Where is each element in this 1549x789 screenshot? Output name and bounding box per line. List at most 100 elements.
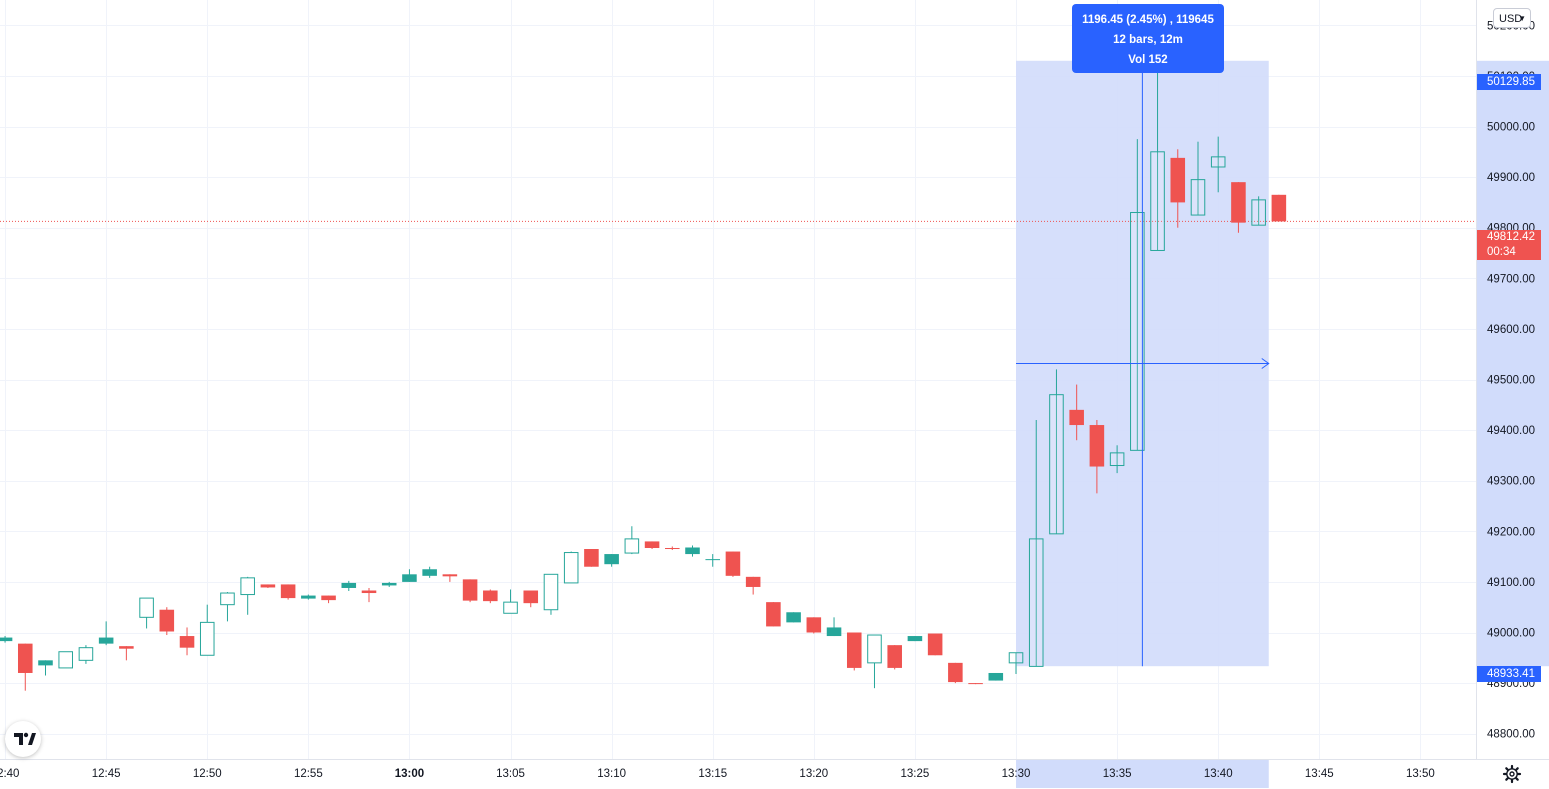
time-tick-label: 13:20 xyxy=(799,768,828,780)
measure-arrowhead-right xyxy=(1261,358,1270,369)
candle-body-up xyxy=(604,554,619,565)
candle-body-down xyxy=(1271,194,1287,222)
candle-body-down xyxy=(523,590,539,604)
time-tick-label: 12:55 xyxy=(294,768,323,780)
candle-body-down xyxy=(119,646,134,649)
measure-volume: Vol 152 xyxy=(1128,54,1168,66)
time-tick-label: 13:05 xyxy=(496,768,525,780)
time-tick-label: 13:00 xyxy=(395,768,424,780)
gear-icon[interactable] xyxy=(1502,764,1522,784)
candle-body-up xyxy=(422,569,437,576)
time-tick-label: 12:50 xyxy=(193,768,222,780)
candle-body-down xyxy=(644,541,660,548)
tradingview-logo-icon[interactable] xyxy=(5,721,41,757)
price-tick-label: 49300.00 xyxy=(1487,476,1535,488)
time-axis[interactable]: 12:40 12:45 12:50 12:55 13:00 13:05 13:10 13:15… xyxy=(0,768,1435,780)
price-tick-label: 49400.00 xyxy=(1487,425,1535,437)
candle-body-down xyxy=(968,683,983,685)
time-tick-label: 13:45 xyxy=(1305,768,1334,780)
candle-body-down xyxy=(1069,409,1084,426)
candle-body-down xyxy=(766,602,781,627)
candle-body-up xyxy=(1049,394,1064,535)
candle-body-up xyxy=(867,634,882,664)
candle-body-up xyxy=(786,612,801,623)
candle-body-up xyxy=(58,651,73,669)
time-tick-label: 13:30 xyxy=(1002,768,1031,780)
candle-body-up xyxy=(341,582,357,588)
price-tick-label: 49000.00 xyxy=(1487,628,1535,640)
candle-body-up xyxy=(543,573,559,611)
candle-body-up xyxy=(38,660,53,666)
candle-body-down xyxy=(846,632,862,668)
price-tick-label: 49200.00 xyxy=(1487,526,1535,538)
candle-body-down xyxy=(179,636,195,648)
candle-body-down xyxy=(1231,182,1246,223)
candle-body-up xyxy=(1150,151,1165,251)
candle-body-down xyxy=(665,547,680,550)
candle-body-up xyxy=(402,574,417,582)
candle-body-down xyxy=(442,574,458,577)
measure-change: 1196.45 (2.45%) , 119645 xyxy=(1082,14,1214,26)
candle-body-down xyxy=(584,549,599,567)
currency-label: USD xyxy=(1499,13,1523,25)
measure-bars: 12 bars, 12m xyxy=(1113,34,1183,46)
range-high-price-tag: 50129.85 xyxy=(1477,74,1541,90)
candle-body-down xyxy=(1089,425,1105,467)
time-tick-label: 13:15 xyxy=(698,768,727,780)
candle-body-up xyxy=(240,577,255,596)
candle-body-down xyxy=(260,584,276,588)
candle-body-up xyxy=(220,592,235,606)
price-axis[interactable]: 48800.0048900.0049000.0049100.0049200.00… xyxy=(1487,20,1535,740)
candles xyxy=(0,60,1287,691)
candle-body-up xyxy=(988,672,1004,681)
candle-body-up xyxy=(98,637,114,644)
candle-body-down xyxy=(927,633,943,656)
candle-body-down xyxy=(745,576,761,587)
candle-body-down xyxy=(361,590,377,594)
range-low-price-tag: 48933.41 xyxy=(1477,666,1541,682)
price-tick-label: 49700.00 xyxy=(1487,273,1535,285)
candle-body-up xyxy=(1251,199,1266,226)
candle-body-down xyxy=(948,662,963,683)
time-tick-label: 13:10 xyxy=(597,768,626,780)
time-tick-label: 12:45 xyxy=(92,768,121,780)
time-tick-label: 13:50 xyxy=(1406,768,1435,780)
candle-body-up xyxy=(503,601,518,614)
price-tick-label: 49900.00 xyxy=(1487,172,1535,184)
candle-body-up xyxy=(1190,179,1206,216)
candle-body-up xyxy=(139,597,154,618)
candle-body-down xyxy=(280,584,296,599)
candle-body-down xyxy=(887,645,902,668)
candle-body-up xyxy=(907,636,923,642)
candle-body-down xyxy=(483,590,498,602)
candle-body-up xyxy=(685,547,700,555)
time-tick-label: 12:40 xyxy=(0,768,19,780)
candle-body-down xyxy=(321,595,336,601)
candle-body-down xyxy=(462,579,478,601)
candle-body-down xyxy=(1170,157,1186,203)
candle-body-up xyxy=(78,647,94,661)
candle-body-up xyxy=(301,595,316,599)
price-tick-label: 49600.00 xyxy=(1487,324,1535,336)
candle-body-up xyxy=(199,621,215,656)
time-tick-label: 13:25 xyxy=(901,768,930,780)
currency-selector[interactable]: USD ▼ xyxy=(1493,8,1531,28)
candle-body-up xyxy=(1028,538,1044,667)
candle-body-up xyxy=(1109,452,1125,467)
candle-body-down xyxy=(806,617,822,633)
candle-body-up xyxy=(826,627,842,637)
candle-body-up xyxy=(705,559,721,561)
candle-body-down xyxy=(17,643,33,673)
time-tick-label: 13:35 xyxy=(1103,768,1132,780)
measure-range-price-axis-highlight xyxy=(1477,60,1549,667)
candle-body-down xyxy=(725,551,741,576)
bar-countdown: 00:34 xyxy=(1487,246,1516,258)
price-tick-label: 48800.00 xyxy=(1487,729,1535,741)
candle-body-up xyxy=(1130,212,1145,451)
last-price-value: 49812.42 xyxy=(1487,231,1535,243)
candle-body-up xyxy=(381,582,397,586)
candle-body-up xyxy=(563,552,579,584)
candle-body-up xyxy=(0,637,13,642)
candle-body-up xyxy=(1210,156,1226,168)
